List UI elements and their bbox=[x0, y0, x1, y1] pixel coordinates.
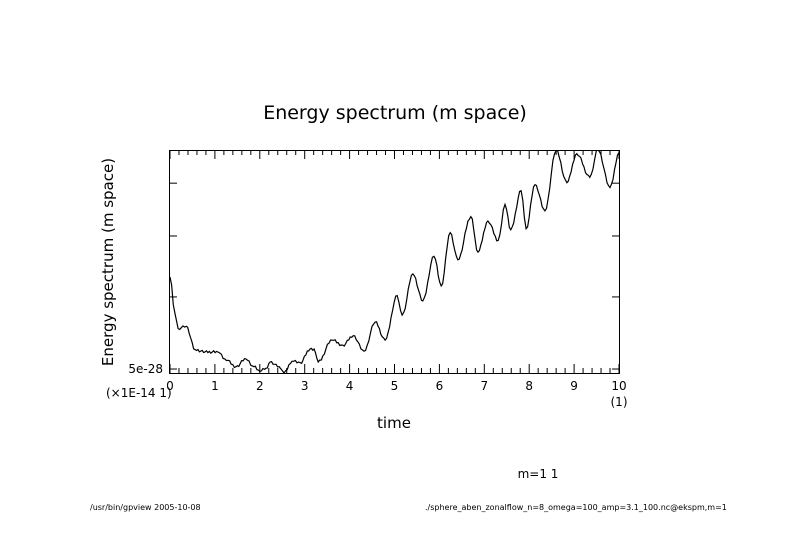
series-annotation: m=1 1 bbox=[518, 467, 559, 481]
x-tick-label: 4 bbox=[346, 379, 354, 393]
y-ticks bbox=[170, 182, 619, 370]
plot-frame bbox=[169, 150, 620, 374]
x-axis-label: time bbox=[377, 414, 411, 432]
x-tick-labels: 0 1 2 3 4 5 6 7 8 9 10 bbox=[166, 379, 626, 393]
x-tick-label: 10 bbox=[611, 379, 626, 393]
footer-right: ./sphere_aben_zonalflow_n=8_omega=100_am… bbox=[425, 503, 727, 512]
x-tick-label: 6 bbox=[436, 379, 444, 393]
x-ticks bbox=[169, 150, 620, 373]
x-tick-label: 9 bbox=[570, 379, 578, 393]
x-tick-label: 5 bbox=[391, 379, 399, 393]
series-line-m1 bbox=[169, 150, 620, 374]
y-axis-label: Energy spectrum (m space) bbox=[99, 158, 117, 366]
x-tick-label: 3 bbox=[301, 379, 309, 393]
x-tick-label: 8 bbox=[525, 379, 533, 393]
chart-title: Energy spectrum (m space) bbox=[263, 102, 527, 124]
x-tick-label: 0 bbox=[166, 379, 174, 393]
y-multiplier-label: (×1E-14 1) bbox=[106, 386, 172, 400]
x-tick-label: 2 bbox=[256, 379, 264, 393]
y-tick-label: 5e-28 bbox=[128, 362, 163, 376]
footer-left: /usr/bin/gpview 2005-10-08 bbox=[90, 503, 201, 512]
x-tick-label: 7 bbox=[480, 379, 488, 393]
x-tick-label: 1 bbox=[211, 379, 219, 393]
x-multiplier-label: (1) bbox=[611, 395, 628, 409]
